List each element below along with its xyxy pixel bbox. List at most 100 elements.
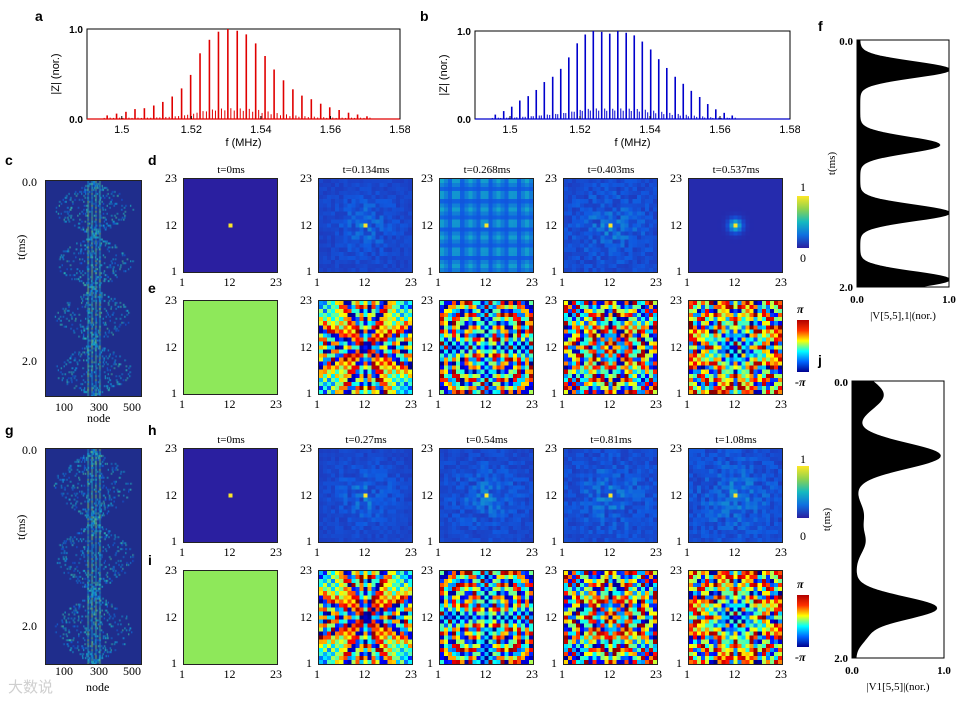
map-xtick-12: 12 [223,545,236,559]
map-i-5 [688,570,783,665]
map-xtick-23: 23 [775,667,787,681]
map-ytick-12: 12 [165,609,177,624]
g-xtick-300: 300 [90,664,108,678]
c-xtick-100: 100 [55,400,73,414]
map-i-1 [183,570,278,665]
map-d-1 [183,178,278,273]
y-axis-label: |Z| (nor.) [438,54,450,95]
map-xtick-12: 12 [728,545,741,559]
map-d-4 [563,178,658,273]
map-xtick-23: 23 [405,397,417,411]
map-ytick-12: 12 [670,609,682,624]
map-xtick-23: 23 [650,397,662,411]
x-axis-label: f (MHz) [614,137,650,149]
map-h-4 [563,448,658,543]
map-xtick-1: 1 [435,667,441,681]
g-ylabel: t(ms) [14,514,28,540]
map-xtick-1: 1 [559,397,565,411]
map-xtick-23: 23 [405,545,417,559]
map-ytick-12: 12 [545,609,557,624]
colorbar-e-max: π [797,302,804,316]
map-xtick-12: 12 [358,397,371,411]
plot-frame [86,28,401,120]
map-ytick-1: 1 [306,264,312,278]
g-ytick-bottom: 2.0 [22,619,37,633]
time-profile-j: 0.0 2.0 0.0 1.0 |V1[5,5]|(nor.) t(ms) [820,355,973,700]
panel-letter-j: j [818,352,822,368]
map-ytick-23: 23 [421,441,433,455]
map-ytick-12: 12 [421,609,433,624]
map-ytick-12: 12 [545,217,557,232]
map-ytick-23: 23 [545,563,557,577]
map-ytick-12: 12 [545,487,557,502]
map-xtick-12: 12 [223,275,236,289]
map-ytick-23: 23 [300,171,312,185]
map-e-5 [688,300,783,395]
map-xtick-12: 12 [603,397,616,411]
map-ytick-1: 1 [676,386,682,400]
map-ytick-23: 23 [165,293,177,307]
time-profile-f: 0.0 2.0 0.0 1.0 |V[5,5],1|(nor.) t(ms) [820,20,973,340]
map-xtick-23: 23 [270,667,282,681]
c-ytick-top: 0.0 [22,175,37,189]
map-h-5 [688,448,783,543]
map-ytick-12: 12 [670,217,682,232]
map-ytick-23: 23 [300,293,312,307]
map-e-2 [318,300,413,395]
map-ytick-23: 23 [670,293,682,307]
map-xtick-1: 1 [684,545,690,559]
snapshot-time-title: t=0.537ms [712,164,760,176]
y-axis-label: t(ms) [826,152,838,176]
map-xtick-1: 1 [179,545,185,559]
map-ytick-12: 12 [421,487,433,502]
snapshot-time-title: t=0.134ms [342,164,390,176]
x-tick-label: 1.5 [114,124,129,136]
x-tick-label: 1.0 [937,665,951,677]
map-xtick-1: 1 [435,545,441,559]
colorbar-i-max: π [797,577,804,591]
map-xtick-1: 1 [179,397,185,411]
x-tick-label: 1.58 [779,124,800,136]
map-ytick-12: 12 [670,339,682,354]
map-ytick-1: 1 [427,386,433,400]
x-tick-label: 1.5 [502,124,517,136]
map-xtick-23: 23 [526,397,538,411]
map-xtick-23: 23 [775,397,787,411]
panel-letter-h: h [148,422,157,438]
colorbar-e [797,320,809,372]
snapshot-time-title: t=0ms [217,164,245,176]
x-axis-label: f (MHz) [225,137,261,149]
map-ytick-12: 12 [421,339,433,354]
y-tick-label: 2.0 [839,282,853,294]
map-ytick-1: 1 [427,656,433,670]
map-ytick-1: 1 [171,534,177,548]
map-xtick-1: 1 [179,275,185,289]
x-tick-label: 1.58 [389,124,410,136]
colorbar-d-min: 0 [800,251,806,265]
x-tick-label: 1.0 [942,294,956,306]
map-ytick-1: 1 [171,264,177,278]
map-xtick-1: 1 [559,275,565,289]
map-xtick-1: 1 [435,275,441,289]
c-ylabel: t(ms) [14,234,28,260]
map-xtick-12: 12 [223,667,236,681]
map-ytick-1: 1 [551,534,557,548]
map-ytick-23: 23 [300,441,312,455]
map-d-2 [318,178,413,273]
map-xtick-23: 23 [405,275,417,289]
g-ytick-top: 0.0 [22,443,37,457]
colorbar-d [797,196,809,248]
map-ytick-23: 23 [545,293,557,307]
spectrum-chart-b: 1.5 1.52 1.54 1.56 1.58 0.0 1.0 f (MHz) |Z| (nor… [400,0,801,152]
map-xtick-12: 12 [728,275,741,289]
map-xtick-12: 12 [728,397,741,411]
colorbar-h-max: 1 [800,452,806,466]
map-xtick-23: 23 [526,545,538,559]
x-tick-label: 1.54 [639,124,660,136]
colorbar-d-max: 1 [800,180,806,194]
map-ytick-12: 12 [421,217,433,232]
map-ytick-23: 23 [670,441,682,455]
panel-letter-d: d [148,152,157,168]
map-ytick-1: 1 [306,656,312,670]
map-xtick-12: 12 [358,667,371,681]
